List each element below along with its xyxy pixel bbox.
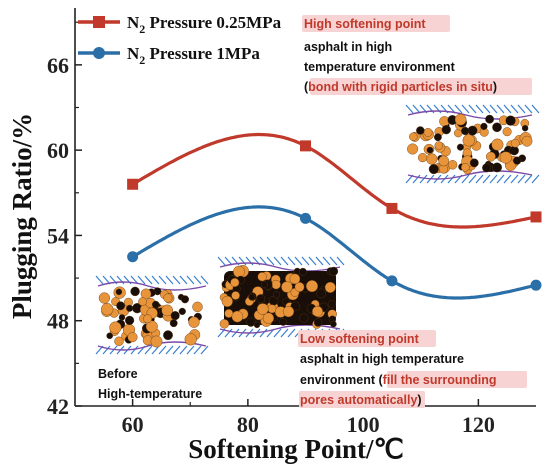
data-point <box>386 275 398 287</box>
x-tick-label: 100 <box>347 412 380 437</box>
legend-item-0: N2 Pressure 0.25MPa <box>78 13 282 36</box>
annotation-high-line2: asphalt in high <box>304 40 392 54</box>
series-markers <box>127 140 542 291</box>
annotation-before-line2: High-temperature <box>98 387 202 401</box>
legend-label-1: N2 Pressure 1MPa <box>127 44 260 67</box>
x-tick-label: 120 <box>462 412 495 437</box>
annotation-high-line3: temperature environment <box>304 60 456 74</box>
microstructure-illustrations <box>95 104 540 355</box>
annotation-before: Before High-temperature <box>98 367 202 401</box>
data-point <box>530 279 542 291</box>
x-axis-title: Softening Point/℃ <box>188 434 404 464</box>
annotation-low-line4: pores automatically) <box>300 393 422 407</box>
inset-low-softening <box>217 256 345 338</box>
y-tick-label: 60 <box>47 138 69 163</box>
y-tick-label: 42 <box>47 394 69 419</box>
axis-tick-labels: 60 80 100 120 42 48 54 60 66 <box>47 53 495 437</box>
series-line-0 <box>131 132 537 229</box>
legend-item-1: N2 Pressure 1MPa <box>78 44 260 67</box>
inset-before <box>95 275 209 355</box>
data-point <box>127 178 139 190</box>
annotation-low-softening: Low softening point asphalt in high temp… <box>298 330 527 408</box>
y-tick-label: 48 <box>47 309 69 334</box>
annotation-high-line1: High softening point <box>304 17 426 31</box>
annotation-low-line2: asphalt in high temperature <box>300 352 464 366</box>
data-point <box>127 251 139 263</box>
series-curves <box>131 132 537 300</box>
data-point <box>300 140 311 152</box>
legend: N2 Pressure 0.25MPa N2 Pressure 1MPa <box>78 13 282 67</box>
data-point <box>300 212 311 224</box>
y-axis-title: Plugging Ratio/% <box>7 113 37 319</box>
series-line-1 <box>131 205 537 300</box>
legend-label-0: N2 Pressure 0.25MPa <box>127 13 282 36</box>
annotation-before-line1: Before <box>98 367 138 381</box>
y-tick-label: 66 <box>47 53 69 78</box>
x-tick-label: 60 <box>122 412 144 437</box>
annotation-low-line3: environment (fill the surrounding <box>300 373 497 387</box>
data-point <box>530 211 542 223</box>
annotation-high-softening: High softening point asphalt in high tem… <box>302 15 532 95</box>
data-point <box>386 202 398 214</box>
inset-high-softening <box>405 104 540 184</box>
annotation-low-line1: Low softening point <box>300 332 420 346</box>
x-tick-label: 80 <box>237 412 259 437</box>
annotation-high-line4: (bond with rigid particles in situ) <box>304 80 497 94</box>
y-tick-label: 54 <box>47 223 69 248</box>
